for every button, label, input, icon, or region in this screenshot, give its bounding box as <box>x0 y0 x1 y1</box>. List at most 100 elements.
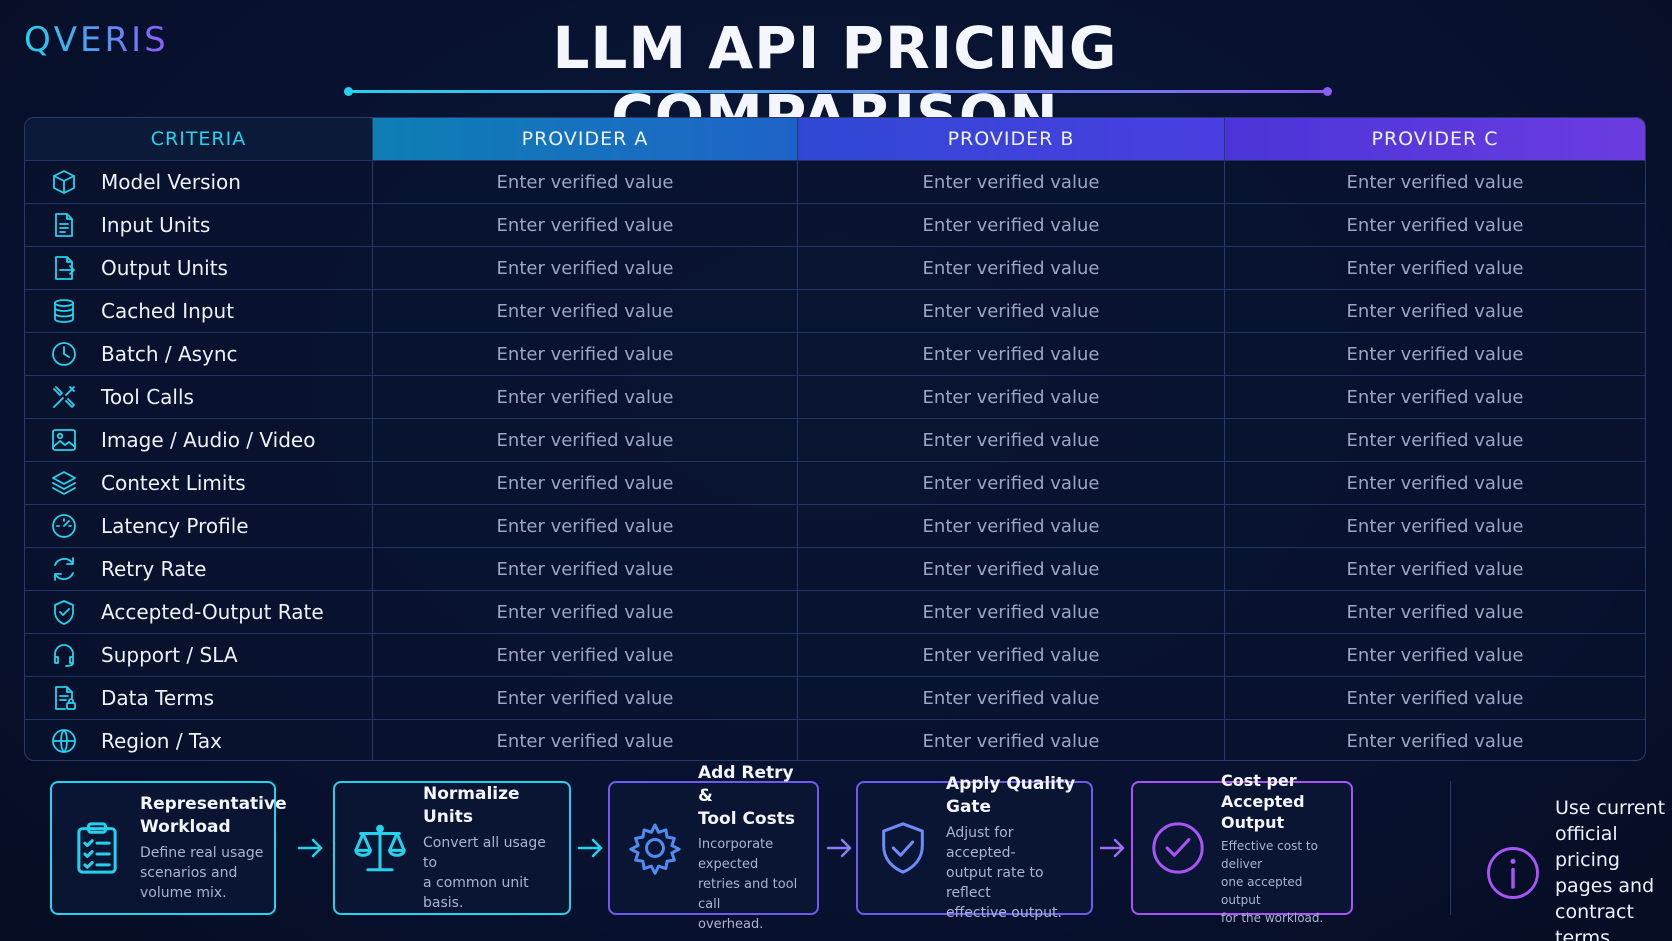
database-icon <box>49 296 79 326</box>
criteria-label: Retry Rate <box>101 557 207 581</box>
provider-a-value[interactable]: Enter verified value <box>373 247 798 289</box>
criteria-cell: Region / Tax <box>25 720 373 760</box>
criteria-label: Model Version <box>101 170 241 194</box>
table-row: Retry Rate Enter verified value Enter veri… <box>25 547 1645 590</box>
column-header-criteria: CRITERIA <box>25 118 373 160</box>
table-row: Output Units Enter verified value Enter ve… <box>25 246 1645 289</box>
provider-b-value[interactable]: Enter verified value <box>798 634 1225 676</box>
provider-a-value[interactable]: Enter verified value <box>373 720 798 760</box>
criteria-label: Output Units <box>101 256 228 280</box>
step-title: Normalize Units <box>423 784 520 827</box>
provider-b-value[interactable]: Enter verified value <box>798 376 1225 418</box>
provider-b-value[interactable]: Enter verified value <box>798 591 1225 633</box>
arrow-right-icon <box>826 838 852 858</box>
provider-c-value[interactable]: Enter verified value <box>1346 730 1524 752</box>
table-row: Tool Calls Enter verified value Enter veri… <box>25 375 1645 418</box>
provider-b-value[interactable]: Enter verified value <box>798 161 1225 203</box>
page-title: LLM API PRICING COMPARISON <box>552 14 1118 150</box>
provider-b-value[interactable]: Enter verified value <box>798 419 1225 461</box>
criteria-label: Support / SLA <box>101 643 238 667</box>
step-title: Representative Workload <box>140 794 287 837</box>
provider-b-value[interactable]: Enter verified value <box>798 505 1225 547</box>
criteria-cell: Retry Rate <box>25 548 373 590</box>
shield-check-icon <box>49 597 79 627</box>
provider-c-value[interactable]: Enter verified value <box>1346 601 1524 623</box>
provider-b-value[interactable]: Enter verified value <box>798 462 1225 504</box>
cube-icon <box>49 167 79 197</box>
arrow-right-icon <box>577 838 603 858</box>
criteria-cell: Input Units <box>25 204 373 246</box>
step-normalize-units: Normalize Units Convert all usage to a co… <box>333 781 571 915</box>
provider-c-value[interactable]: Enter verified value <box>1346 343 1524 365</box>
provider-a-value[interactable]: Enter verified value <box>373 290 798 332</box>
provider-b-value[interactable]: Enter verified value <box>798 333 1225 375</box>
provider-a-value[interactable]: Enter verified value <box>373 591 798 633</box>
provider-b-value[interactable]: Enter verified value <box>798 247 1225 289</box>
provider-a-value[interactable]: Enter verified value <box>373 677 798 719</box>
provider-a-value[interactable]: Enter verified value <box>373 204 798 246</box>
provider-b-value[interactable]: Enter verified value <box>798 677 1225 719</box>
criteria-label: Cached Input <box>101 299 235 323</box>
step-apply-quality-gate: Apply Quality Gate Adjust for accepted-o… <box>856 774 1093 921</box>
provider-c-value[interactable]: Enter verified value <box>1346 472 1524 494</box>
provider-c-value[interactable]: Enter verified value <box>1346 429 1524 451</box>
divider <box>1450 781 1451 915</box>
provider-c-value[interactable]: Enter verified value <box>1346 257 1524 279</box>
step-title: Add Retry & Tool Costs <box>698 762 795 829</box>
table-row: Context Limits Enter verified value Enter … <box>25 461 1645 504</box>
provider-a-value[interactable]: Enter verified value <box>373 333 798 375</box>
criteria-cell: Cached Input <box>25 290 373 332</box>
brand-logo: QVERIS <box>24 20 169 60</box>
arrow-right-icon <box>1099 838 1125 858</box>
criteria-cell: Latency Profile <box>25 505 373 547</box>
criteria-label: Latency Profile <box>101 514 249 538</box>
pricing-table: CRITERIA PROVIDER A PROVIDER B PROVIDER … <box>24 117 1646 761</box>
provider-a-value[interactable]: Enter verified value <box>373 634 798 676</box>
criteria-cell: Model Version <box>25 161 373 203</box>
provider-a-value[interactable]: Enter verified value <box>373 161 798 203</box>
step-description: Effective cost to deliver one accepted ou… <box>1221 838 1324 925</box>
clock-icon <box>49 339 79 369</box>
provider-b-value[interactable]: Enter verified value <box>798 204 1225 246</box>
step-add-retry-tool-costs: Add Retry & Tool Costs Incorporate expect… <box>608 763 819 932</box>
provider-c-value[interactable]: Enter verified value <box>1346 214 1524 236</box>
step-representative-workload: Representative Workload Define real usage… <box>50 781 287 915</box>
provider-c-value[interactable]: Enter verified value <box>1346 171 1524 193</box>
step-description: Define real usage scenarios and volume mix… <box>140 845 264 901</box>
provider-a-value[interactable]: Enter verified value <box>373 548 798 590</box>
table-row: Input Units Enter verified value Enter ver… <box>25 203 1645 246</box>
provider-c-value[interactable]: Enter verified value <box>1346 644 1524 666</box>
step-description: Convert all usage to a common unit basis. <box>423 835 546 911</box>
criteria-cell: Image / Audio / Video <box>25 419 373 461</box>
column-header-provider-c: PROVIDER C <box>1225 118 1645 160</box>
provider-a-value[interactable]: Enter verified value <box>373 376 798 418</box>
info-icon <box>1487 847 1539 899</box>
criteria-cell: Context Limits <box>25 462 373 504</box>
layers-icon <box>49 468 79 498</box>
provider-c-value[interactable]: Enter verified value <box>1346 386 1524 408</box>
image-icon <box>49 425 79 455</box>
table-row: Support / SLA Enter verified value Enter v… <box>25 633 1645 676</box>
methodology-steps: Representative Workload Define real usage… <box>50 763 1665 941</box>
table-row: Region / Tax Enter verified value Enter ve… <box>25 719 1645 760</box>
step-title: Cost per Accepted Output <box>1221 770 1305 832</box>
criteria-label: Input Units <box>101 213 211 237</box>
provider-c-value[interactable]: Enter verified value <box>1346 515 1524 537</box>
table-header: CRITERIA PROVIDER A PROVIDER B PROVIDER … <box>25 118 1645 160</box>
column-header-provider-b: PROVIDER B <box>798 118 1225 160</box>
provider-a-value[interactable]: Enter verified value <box>373 419 798 461</box>
provider-a-value[interactable]: Enter verified value <box>373 462 798 504</box>
provider-a-value[interactable]: Enter verified value <box>373 505 798 547</box>
provider-b-value[interactable]: Enter verified value <box>798 720 1225 760</box>
gauge-icon <box>49 511 79 541</box>
provider-b-value[interactable]: Enter verified value <box>798 548 1225 590</box>
step-title: Apply Quality Gate <box>946 774 1076 817</box>
tools-icon <box>49 382 79 412</box>
provider-c-value[interactable]: Enter verified value <box>1346 687 1524 709</box>
table-row: Batch / Async Enter verified value Enter v… <box>25 332 1645 375</box>
provider-c-value[interactable]: Enter verified value <box>1346 558 1524 580</box>
provider-b-value[interactable]: Enter verified value <box>798 290 1225 332</box>
criteria-label: Region / Tax <box>101 729 222 753</box>
provider-c-value[interactable]: Enter verified value <box>1346 300 1524 322</box>
scale-icon <box>349 817 411 879</box>
